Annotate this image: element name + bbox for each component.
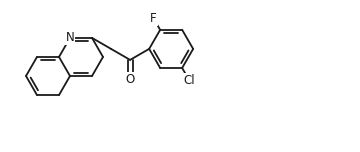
- Text: F: F: [150, 12, 157, 25]
- Text: O: O: [126, 73, 135, 86]
- Text: N: N: [66, 31, 75, 44]
- Text: Cl: Cl: [184, 74, 195, 87]
